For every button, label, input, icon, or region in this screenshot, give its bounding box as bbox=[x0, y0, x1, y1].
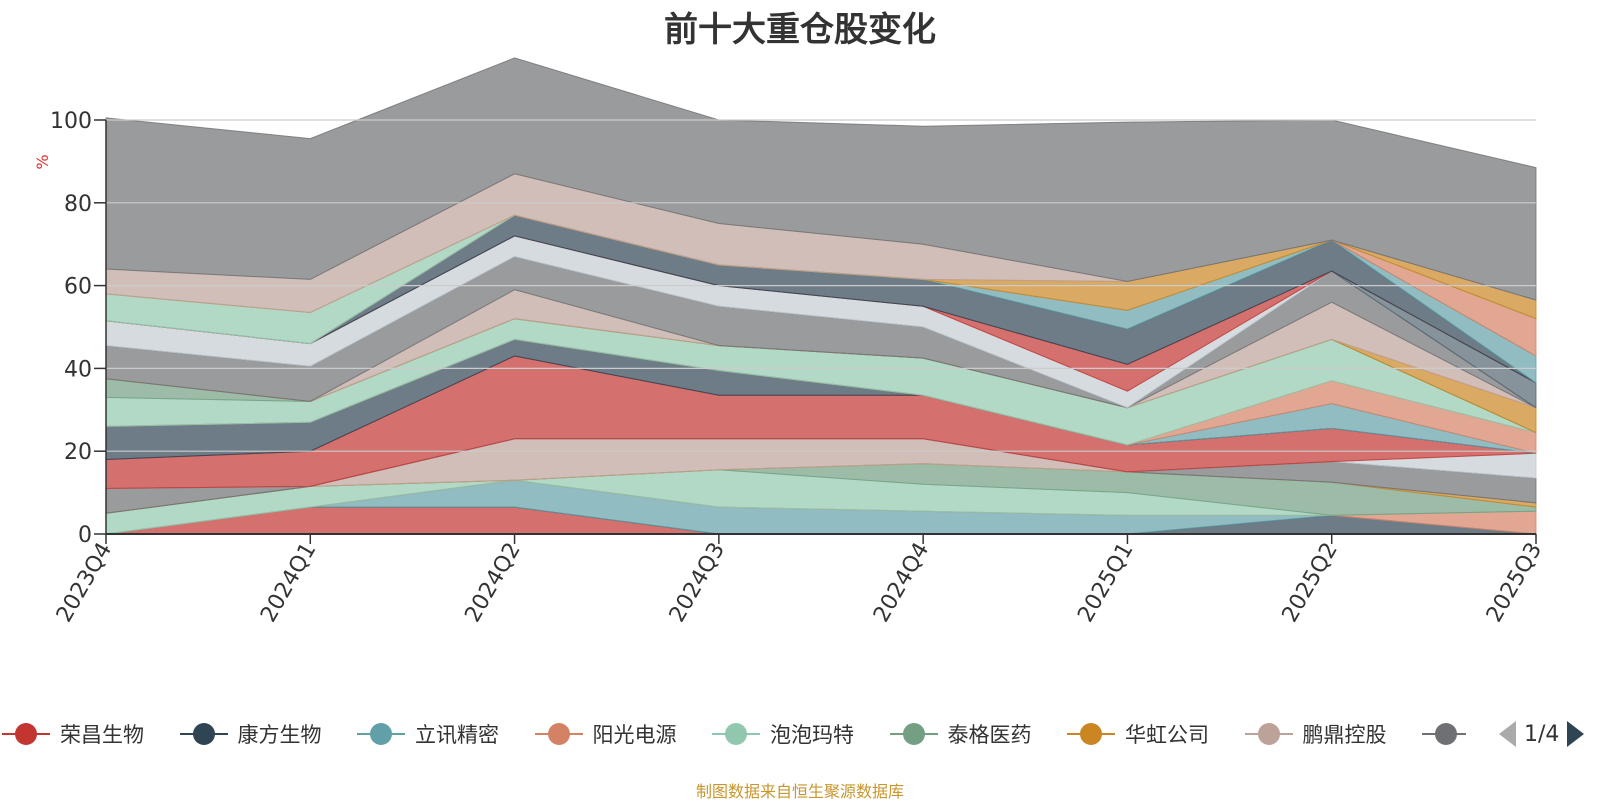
legend-items: 荣昌生物 康方生物 立讯精密 阳光电源 泡泡玛特 泰格医药 华虹公司 鹏鼎控股 中际旭创 bbox=[0, 716, 1466, 752]
legend-label: 泰格医药 bbox=[947, 723, 1032, 747]
legend-marker-icon bbox=[712, 723, 760, 745]
legend-marker-icon bbox=[889, 723, 938, 745]
legend-item[interactable]: 阳光电源 bbox=[533, 716, 677, 752]
legend-item[interactable]: 荣昌生物 bbox=[0, 716, 144, 752]
legend-label: 鹏鼎控股 bbox=[1302, 723, 1387, 747]
legend-marker-icon bbox=[534, 723, 583, 745]
legend-item[interactable]: 泡泡玛特 bbox=[710, 716, 854, 752]
legend-next-icon[interactable] bbox=[1565, 720, 1585, 748]
y-tick-label: 80 bbox=[64, 192, 92, 217]
x-tick-label: 2024Q2 bbox=[460, 539, 525, 627]
stacked-area-chart: 0 20 40 60 80 100 2023Q4 2024Q1 2024Q2 2024Q3 2024… bbox=[33, 57, 1547, 627]
x-tick-label: 2025Q1 bbox=[1073, 539, 1138, 627]
y-tick-label: 20 bbox=[64, 440, 92, 465]
y-axis-unit: % bbox=[33, 154, 52, 169]
legend-label: 荣昌生物 bbox=[60, 723, 144, 747]
legend-item[interactable]: 中际旭创 bbox=[1420, 716, 1466, 752]
grid-lines bbox=[106, 119, 1536, 452]
legend-item[interactable]: 立讯精密 bbox=[355, 716, 499, 752]
legend-label: 立讯精密 bbox=[415, 723, 499, 747]
legend-prev-icon[interactable] bbox=[1498, 720, 1518, 748]
x-tick-label: 2025Q3 bbox=[1482, 539, 1547, 627]
legend-item[interactable]: 康方生物 bbox=[178, 716, 322, 752]
legend-marker-icon bbox=[179, 723, 228, 745]
legend-marker-icon bbox=[357, 723, 405, 745]
y-tick-label: 40 bbox=[64, 357, 92, 382]
x-tick-label: 2025Q2 bbox=[1278, 539, 1343, 627]
legend-item[interactable]: 鹏鼎控股 bbox=[1243, 716, 1387, 752]
y-tick-label: 0 bbox=[78, 523, 92, 548]
y-tick-label: 100 bbox=[50, 109, 92, 134]
chart-title: 前十大重仓股变化 bbox=[664, 10, 936, 50]
x-tick-label: 2023Q4 bbox=[52, 539, 117, 627]
legend-marker-icon bbox=[1244, 723, 1293, 745]
legend-marker-icon bbox=[1422, 723, 1466, 745]
legend-label: 泡泡玛特 bbox=[770, 723, 854, 747]
legend-marker-icon bbox=[2, 723, 50, 745]
legend-item[interactable]: 泰格医药 bbox=[888, 716, 1032, 752]
y-tick-label: 60 bbox=[64, 275, 92, 300]
x-tick-label: 2024Q3 bbox=[665, 539, 730, 627]
series-areas bbox=[105, 57, 1537, 535]
legend-label: 康方生物 bbox=[237, 723, 322, 747]
x-tick-label: 2024Q4 bbox=[869, 539, 934, 627]
legend-marker-icon bbox=[1067, 723, 1115, 745]
legend-label: 阳光电源 bbox=[592, 723, 677, 747]
legend: 荣昌生物 康方生物 立讯精密 阳光电源 泡泡玛特 泰格医药 华虹公司 鹏鼎控股 中际旭创 bbox=[0, 716, 1600, 752]
legend-item[interactable]: 华虹公司 bbox=[1065, 716, 1209, 752]
x-tick-label: 2024Q1 bbox=[256, 539, 321, 627]
data-source-note: 制图数据来自恒生聚源数据库 bbox=[695, 782, 904, 801]
legend-page-indicator: 1/4 bbox=[1524, 721, 1560, 747]
legend-pager: 1/4 bbox=[1498, 716, 1585, 752]
legend-label: 华虹公司 bbox=[1125, 723, 1209, 747]
series-area-29 bbox=[105, 57, 1537, 301]
